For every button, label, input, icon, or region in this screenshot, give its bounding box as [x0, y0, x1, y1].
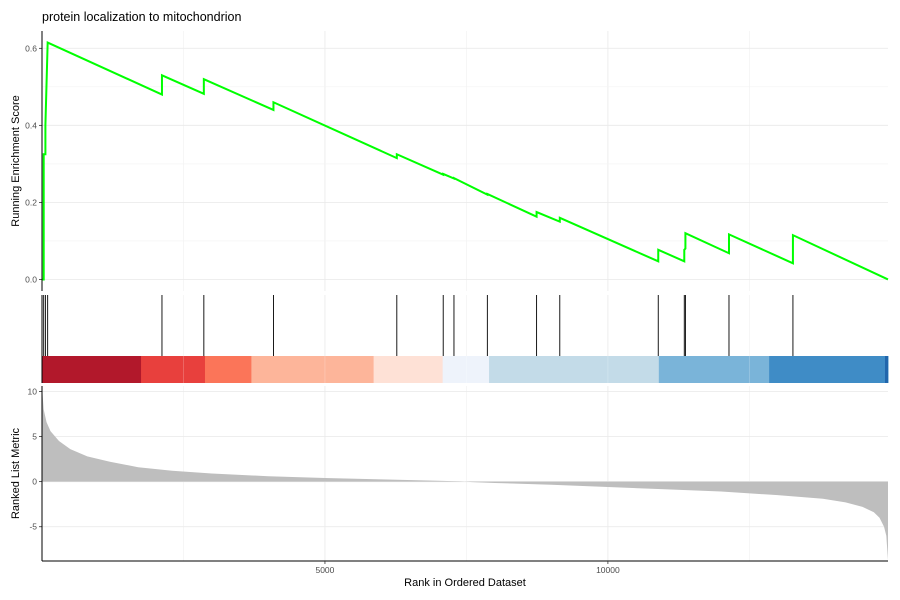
gradient-band	[769, 356, 889, 383]
x-tick-label: 10000	[596, 565, 620, 575]
y-tick-label: 0.6	[25, 43, 37, 53]
enrichment-y-axis-label: Running Enrichment Score	[10, 95, 22, 226]
running-enrichment-score-line	[42, 41, 889, 281]
gradient-band	[204, 356, 252, 383]
gene-hit-lines	[43, 295, 794, 356]
enrichment-y-ticks: 0.0 0.2 0.4 0.6	[25, 43, 42, 284]
gradient-band	[442, 356, 490, 383]
gradient-band	[373, 356, 444, 383]
gradient-band	[658, 356, 770, 383]
hits-grid	[183, 295, 750, 356]
enrichment-score-panel: 0.0 0.2 0.4 0.6 Running Enrichment Score	[10, 31, 889, 291]
gene-hits-panel	[41, 295, 889, 383]
x-tick-label: 5000	[315, 565, 334, 575]
y-tick-label: 0	[32, 477, 37, 487]
ranked-metric-panel: -5 0 5 10 5000 10000 Ranked List Metric Rank…	[10, 386, 888, 589]
x-ticks: 5000 10000	[315, 561, 620, 575]
y-tick-label: -5	[29, 522, 37, 532]
gradient-band	[42, 356, 142, 383]
y-tick-label: 10	[28, 386, 38, 396]
chart-title: protein localization to mitochondrion	[42, 10, 241, 24]
y-tick-label: 5	[32, 432, 37, 442]
gradient-band	[489, 356, 660, 383]
gradient-band	[251, 356, 375, 383]
y-tick-label: 0.2	[25, 197, 37, 207]
ranked-y-axis-label: Ranked List Metric	[10, 427, 22, 519]
gradient-band	[141, 356, 206, 383]
ranked-y-ticks: -5 0 5 10	[28, 386, 42, 532]
y-tick-label: 0.4	[25, 120, 37, 130]
ranked-metric-area	[42, 386, 888, 561]
gradient-band	[885, 356, 888, 383]
enrichment-grid	[42, 31, 888, 291]
y-tick-label: 0.0	[25, 274, 37, 284]
x-axis-label: Rank in Ordered Dataset	[404, 577, 526, 589]
rank-gradient-bar	[42, 356, 889, 383]
